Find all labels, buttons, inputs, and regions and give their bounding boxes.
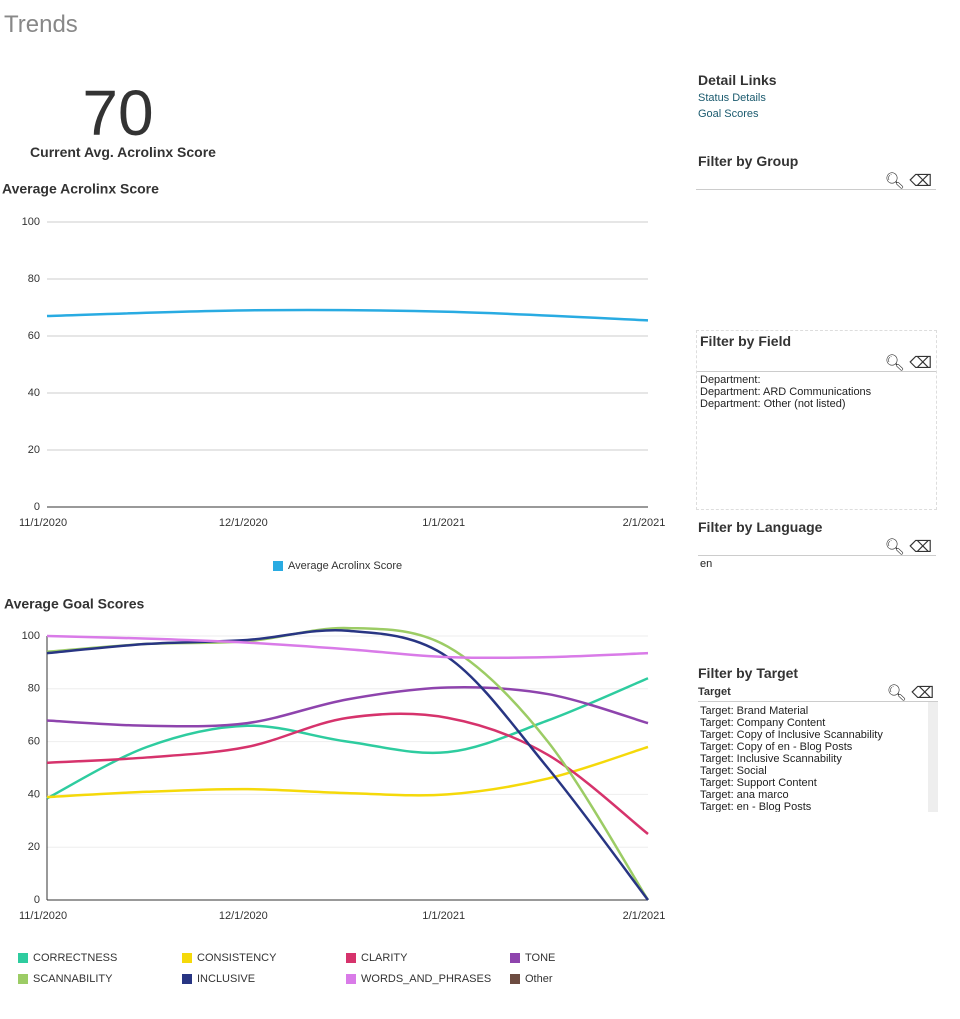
legend-label: Average Acrolinx Score bbox=[288, 560, 402, 572]
y-tick-label: 40 bbox=[28, 387, 40, 399]
list-item[interactable]: Department: bbox=[700, 374, 761, 386]
section-title: Filter by Target bbox=[698, 665, 799, 681]
series-line bbox=[46, 712, 649, 835]
series-line bbox=[46, 626, 650, 901]
main-area: Trends 70 Current Avg. Acrolinx Score Av… bbox=[2, 11, 666, 985]
legend-swatch bbox=[510, 953, 520, 963]
list-item[interactable]: Target: Support Content bbox=[700, 777, 817, 789]
section-title: Detail Links bbox=[698, 72, 777, 88]
filter-target: Filter by Target Target 🔍︎ ⌫ Target: Bran… bbox=[698, 665, 938, 812]
list-item[interactable]: Target: Company Content bbox=[700, 717, 826, 729]
series-line bbox=[46, 677, 649, 800]
legend-swatch bbox=[346, 953, 356, 963]
legend-label: CORRECTNESS bbox=[33, 952, 117, 964]
chart-title: Average Goal Scores bbox=[4, 596, 145, 612]
list-item[interactable]: Target: Inclusive Scannability bbox=[700, 753, 842, 765]
link[interactable]: Status Details bbox=[698, 92, 766, 104]
list-item[interactable]: Department: Other (not listed) bbox=[700, 398, 846, 410]
page-title: Trends bbox=[4, 11, 78, 38]
legend-label: INCLUSIVE bbox=[197, 973, 255, 985]
legend-swatch bbox=[182, 974, 192, 984]
y-tick-label: 40 bbox=[28, 788, 40, 800]
list-item[interactable]: Target: Copy of Inclusive Scannability bbox=[700, 729, 883, 741]
search-bar[interactable]: 🔍︎ ⌫ bbox=[698, 535, 936, 556]
legend-label: WORDS_AND_PHRASES bbox=[361, 973, 491, 985]
y-tick-label: 100 bbox=[22, 216, 40, 228]
list: Department: Department: ARD Communication… bbox=[697, 372, 936, 412]
list-item[interactable]: Target: en - Blog Posts bbox=[700, 801, 812, 812]
search-bar[interactable]: Target 🔍︎ ⌫ bbox=[698, 681, 938, 702]
y-tick-label: 80 bbox=[28, 273, 40, 285]
legend-label: SCANNABILITY bbox=[33, 973, 113, 985]
y-tick-label: 20 bbox=[28, 841, 40, 853]
series-line bbox=[46, 634, 649, 660]
y-tick-label: 100 bbox=[22, 630, 40, 642]
section-title: Filter by Field bbox=[700, 333, 792, 349]
filter-language: Filter by Language 🔍︎ ⌫ en bbox=[698, 519, 936, 572]
series-line bbox=[46, 745, 649, 799]
legend-swatch bbox=[273, 561, 283, 571]
legend-label: TONE bbox=[525, 952, 555, 964]
list-item[interactable]: Target: Brand Material bbox=[700, 705, 809, 717]
section-title: Filter by Language bbox=[698, 519, 823, 535]
x-tick-label: 1/1/2021 bbox=[422, 517, 465, 529]
series-line bbox=[46, 628, 649, 901]
x-tick-label: 12/1/2020 bbox=[219, 517, 268, 529]
list-item[interactable]: Department: ARD Communications bbox=[700, 386, 872, 398]
y-tick-label: 20 bbox=[28, 444, 40, 456]
search-bar[interactable]: 🔍︎ ⌫ bbox=[696, 169, 936, 190]
legend-swatch bbox=[18, 953, 28, 963]
series-line bbox=[46, 308, 649, 322]
chart-title: Average Acrolinx Score bbox=[2, 181, 159, 197]
list-item[interactable]: Target: Copy of en - Blog Posts bbox=[700, 741, 853, 753]
list-item[interactable]: Target: ana marco bbox=[700, 789, 789, 801]
list: en bbox=[698, 556, 936, 572]
list-header: Target bbox=[698, 686, 731, 698]
list-item[interactable]: en bbox=[700, 558, 713, 570]
detail-links: Detail Links Status Details Goal Scores bbox=[698, 72, 936, 120]
kpi-value: 70 bbox=[82, 77, 153, 149]
search-bar[interactable]: 🔍︎ ⌫ bbox=[697, 351, 936, 372]
y-tick-label: 0 bbox=[34, 894, 40, 906]
filter-field: Filter by Field 🔍︎ ⌫ Department: Departme… bbox=[696, 330, 937, 510]
y-tick-label: 60 bbox=[28, 736, 40, 748]
filter-group: Filter by Group 🔍︎ ⌫ bbox=[696, 153, 936, 190]
x-tick-label: 11/1/2020 bbox=[19, 517, 67, 529]
y-tick-label: 80 bbox=[28, 683, 40, 695]
x-tick-label: 11/1/2020 bbox=[19, 910, 67, 922]
legend-swatch bbox=[182, 953, 192, 963]
series-line bbox=[46, 686, 649, 728]
x-tick-label: 2/1/2021 bbox=[623, 910, 666, 922]
legend-swatch bbox=[18, 974, 28, 984]
x-tick-label: 2/1/2021 bbox=[623, 517, 666, 529]
list-item[interactable]: Target: Social bbox=[700, 765, 767, 777]
y-tick-label: 0 bbox=[34, 501, 40, 513]
section-title: Filter by Group bbox=[698, 153, 799, 169]
legend-swatch bbox=[346, 974, 356, 984]
legend-swatch bbox=[510, 974, 520, 984]
x-tick-label: 12/1/2020 bbox=[219, 910, 268, 922]
legend-label: CONSISTENCY bbox=[197, 952, 277, 964]
legend-label: CLARITY bbox=[361, 952, 408, 964]
y-tick-label: 60 bbox=[28, 330, 40, 342]
legend-label: Other bbox=[525, 973, 553, 985]
link[interactable]: Goal Scores bbox=[698, 108, 759, 120]
kpi-label: Current Avg. Acrolinx Score bbox=[30, 144, 216, 160]
x-tick-label: 1/1/2021 bbox=[422, 910, 465, 922]
list[interactable]: Target: Brand Material Target: Company Co… bbox=[698, 702, 938, 812]
